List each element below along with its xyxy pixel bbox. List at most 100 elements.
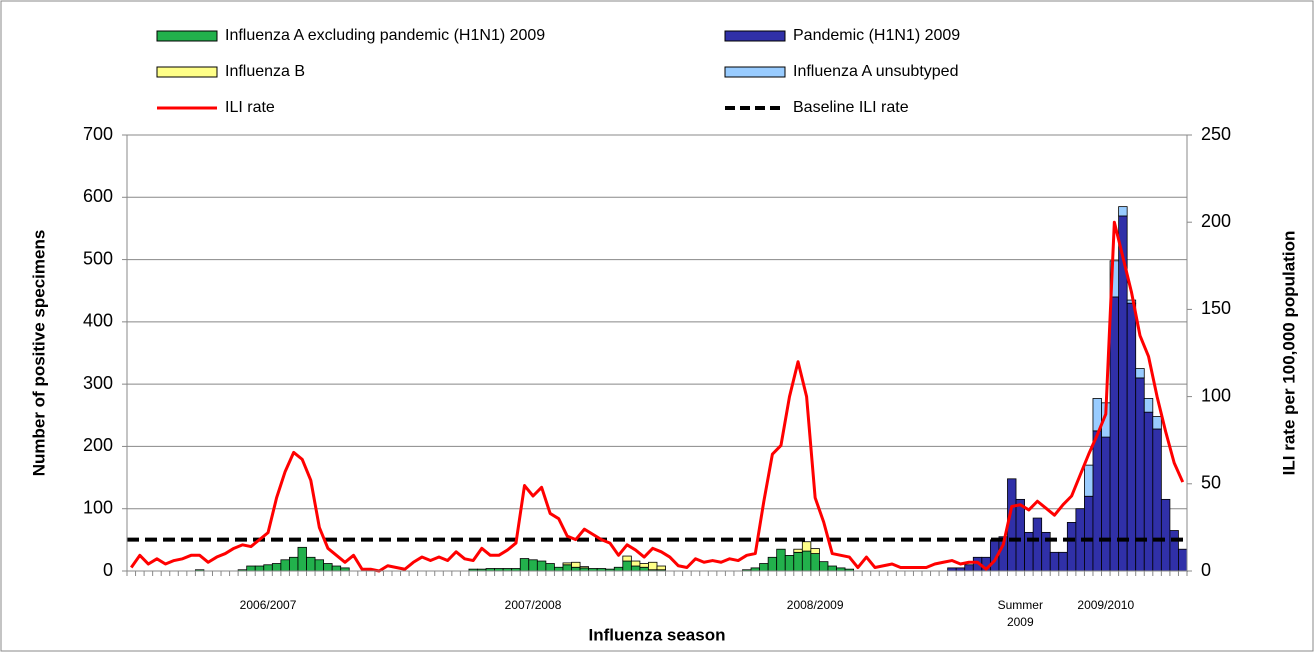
y2-tick-label: 200 [1201,211,1231,231]
bar [1126,299,1137,304]
bar [263,564,273,572]
bar [1092,430,1102,572]
bar [639,563,649,568]
legend-swatch [724,66,786,78]
bar [1178,548,1188,572]
ili-line [130,220,1185,573]
bar [571,566,581,572]
bar [519,558,530,572]
bar [1058,551,1068,572]
bar [1152,416,1162,430]
y-tick-label: 0 [103,560,113,580]
bar [1169,530,1179,572]
y-tick-label: 500 [83,248,113,268]
y2-tick-label: 0 [1201,560,1211,580]
bar [656,565,666,571]
bar [254,565,265,572]
bar [776,548,786,572]
bar [1109,296,1120,572]
bar [323,563,333,572]
bar [801,550,812,572]
bar [554,566,564,572]
bar [613,566,624,572]
bar [1066,522,1077,572]
legend-swatch [156,66,218,78]
bar [759,563,769,572]
bar [1109,260,1120,298]
bar [767,556,778,572]
bar [1032,517,1043,572]
y2-tick-label: 250 [1201,124,1231,144]
bar [784,555,795,572]
x-tick-label: 2006/2007 [239,598,297,612]
bar [622,560,632,572]
bar [819,561,829,572]
x-tick-label: 2008/2009 [786,598,844,612]
bar [571,561,581,568]
legend-label: Influenza A excluding pandemic (H1N1) 20… [225,27,545,44]
bar [801,541,812,552]
bar [630,565,641,572]
y-tick-label: 300 [83,373,113,393]
bar [528,559,538,572]
bar [1143,398,1154,413]
bar [648,561,658,571]
bar [793,548,803,553]
x-tick-label: Summer 2009 [997,598,1043,629]
legend-swatch [724,30,786,42]
legend-label: Baseline ILI rate [793,99,909,116]
bar [562,562,572,566]
y-axis-label: Number of positive specimens [29,230,48,477]
bar [622,555,632,562]
bar [1049,551,1060,572]
bar [297,546,307,572]
legend-label: Pandemic (H1N1) 2009 [793,27,960,44]
bar [579,566,590,569]
bar [1143,411,1154,572]
bar [1015,498,1025,572]
bar [964,564,974,572]
x-tick-label-box: 2009/2010 [1077,598,1135,612]
legend-label: Influenza B [225,63,305,80]
x-tick-label-box: 2006/2007 [239,598,297,612]
bar [639,566,649,572]
bar [1084,464,1094,497]
bar [536,560,547,572]
x-tick-label-box: Summer 2009 [997,598,1043,629]
y-tick-label: 100 [83,497,113,517]
bar [271,563,282,572]
bar [630,560,641,567]
legend-label: Influenza A unsubtyped [793,63,958,80]
bar [1101,436,1111,572]
y2-tick-label: 100 [1201,385,1231,405]
bar [1118,206,1128,217]
bar [289,556,299,572]
y-tick-label: 600 [83,186,113,206]
y-tick-label: 700 [83,124,113,144]
legend-swatch [156,30,218,42]
x-axis-label: Influenza season [589,625,726,644]
bar [1135,377,1145,572]
y-tick-label: 400 [83,311,113,331]
bar [562,564,572,572]
bar [1126,302,1137,572]
x-tick-label: 2009/2010 [1077,598,1135,612]
bar [246,565,256,572]
x-tick-label: 2007/2008 [504,598,562,612]
bar [827,565,837,572]
bar [1084,495,1094,572]
bar [793,551,803,572]
bar [545,563,555,572]
bar [306,556,316,572]
x-tick-label-box: 2007/2008 [504,598,562,612]
x-tick-label-box: 2008/2009 [786,598,844,612]
bar [314,559,325,572]
y2-tick-label: 150 [1201,298,1231,318]
bar [1152,428,1162,572]
bar [280,559,290,572]
y-tick-label: 200 [83,435,113,455]
bar [1135,368,1145,379]
y2-axis-label: ILI rate per 100,000 population [1279,231,1298,476]
bar [810,553,820,572]
